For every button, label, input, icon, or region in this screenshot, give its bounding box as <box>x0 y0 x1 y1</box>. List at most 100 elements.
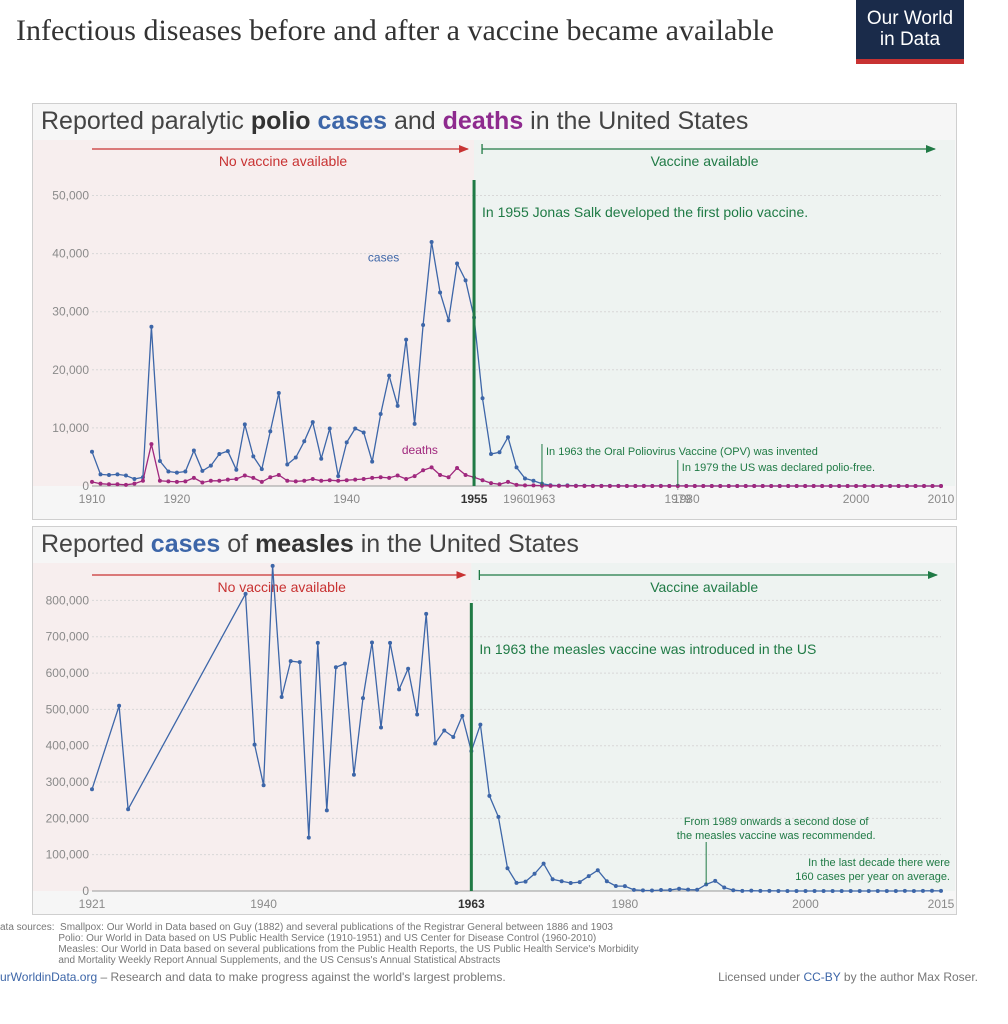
y-tick-label: 600,000 <box>46 666 90 680</box>
cases-data-point <box>541 861 546 866</box>
deaths-data-point <box>217 478 222 483</box>
deaths-data-point <box>633 483 638 488</box>
x-tick-label: 2000 <box>792 897 819 911</box>
x-tick-label: 2010 <box>928 492 955 506</box>
deaths-data-point <box>438 472 443 477</box>
cases-data-point <box>306 835 311 840</box>
second-dose-note-line-1: From 1989 onwards a second dose of <box>684 816 870 828</box>
title-part: Reported <box>41 530 151 558</box>
deaths-data-point <box>565 483 570 488</box>
cases-data-point <box>559 879 564 884</box>
no-vaccine-region <box>33 140 475 486</box>
cases-data-point <box>424 611 429 616</box>
cases-data-point <box>191 448 196 453</box>
cases-data-point <box>166 469 171 474</box>
cases-data-point <box>324 808 329 813</box>
cases-data-point <box>677 886 682 891</box>
cases-data-point <box>920 888 925 893</box>
data-sources: ata sources: Smallpox: Our World in Data… <box>0 922 639 966</box>
deaths-data-point <box>786 483 791 488</box>
cases-data-point <box>514 880 519 885</box>
deaths-data-point <box>98 481 103 486</box>
deaths-series-label: deaths <box>402 443 438 457</box>
deaths-data-point <box>497 482 502 487</box>
title-part-deaths: deaths <box>442 107 524 135</box>
cases-data-point <box>568 880 573 885</box>
deaths-data-point <box>378 475 383 480</box>
sources-line: Measles: Our World in Data based on seve… <box>0 944 639 955</box>
deaths-data-point <box>650 483 655 488</box>
cases-data-point <box>830 888 835 893</box>
deaths-data-point <box>412 474 417 479</box>
cc-by-link[interactable]: CC-BY <box>803 970 841 984</box>
cases-data-point <box>379 725 384 730</box>
deaths-data-point <box>531 483 536 488</box>
deaths-data-point <box>514 482 519 487</box>
deaths-data-point <box>191 475 196 480</box>
vaccine-region <box>474 140 955 486</box>
cases-data-point <box>157 459 162 464</box>
deaths-data-point <box>140 478 145 483</box>
deaths-data-point <box>132 481 137 486</box>
y-tick-label: 50,000 <box>52 188 89 202</box>
title-part: and <box>387 107 443 135</box>
cases-data-point <box>149 324 154 329</box>
deaths-data-point <box>336 478 341 483</box>
opv-note: In 1963 the Oral Poliovirus Vaccine (OPV… <box>546 446 818 458</box>
cases-data-point <box>929 888 934 893</box>
deaths-data-point <box>616 483 621 488</box>
cases-data-point <box>884 888 889 893</box>
cases-data-point <box>342 661 347 666</box>
x-tick-label: 1980 <box>612 897 639 911</box>
cases-data-point <box>333 665 338 670</box>
cases-data-point <box>695 887 700 892</box>
cases-data-point <box>429 239 434 244</box>
deaths-data-point <box>573 483 578 488</box>
cases-data-point <box>132 477 137 482</box>
deaths-data-point <box>395 473 400 478</box>
deaths-data-point <box>709 483 714 488</box>
deaths-data-point <box>692 483 697 488</box>
deaths-data-point <box>684 483 689 488</box>
owid-link[interactable]: urWorldinData.org <box>0 970 98 984</box>
second-dose-note-line-2: the measles vaccine was recommended. <box>677 830 876 842</box>
deaths-data-point <box>353 477 358 482</box>
polio-free-note: In 1979 the US was declared polio-free. <box>682 462 875 474</box>
cases-data-point <box>939 888 943 893</box>
deaths-data-point <box>480 478 485 483</box>
vaccine-available-label: Vaccine available <box>650 579 758 595</box>
cases-data-point <box>415 712 420 717</box>
x-tick-label: 1920 <box>164 492 191 506</box>
sources-line: Polio: Our World in Data based on US Pub… <box>0 933 597 944</box>
cases-data-point <box>649 888 654 893</box>
y-tick-label: 700,000 <box>46 630 90 644</box>
cases-data-point <box>433 741 438 746</box>
deaths-data-point <box>760 483 765 488</box>
vaccine-note: In 1963 the measles vaccine was introduc… <box>479 641 816 657</box>
last-decade-note-line-1: In the last decade there were <box>808 857 950 869</box>
deaths-data-point <box>582 483 587 488</box>
cases-data-point <box>640 888 645 893</box>
deaths-data-point <box>803 483 808 488</box>
deaths-data-point <box>302 478 307 483</box>
cases-data-point <box>404 337 409 342</box>
last-decade-note-line-2: 160 cases per year on average. <box>795 871 950 883</box>
cases-data-point <box>327 426 332 431</box>
title-part-polio: polio <box>250 107 311 135</box>
deaths-data-point <box>896 483 901 488</box>
x-tick-label: 1940 <box>250 897 277 911</box>
deaths-data-point <box>166 479 171 484</box>
cases-data-point <box>344 440 349 445</box>
x-tick-label: 1980 <box>673 492 700 506</box>
cases-data-point <box>505 866 510 871</box>
cases-data-point <box>412 421 417 426</box>
deaths-data-point <box>726 483 731 488</box>
title-part-cases: cases <box>150 530 221 558</box>
measles-panel-title: Reported cases of measles in the United … <box>41 530 579 559</box>
cases-data-point <box>336 474 341 479</box>
cases-data-point <box>234 467 239 472</box>
owid-logo[interactable]: Our World in Data <box>856 0 964 64</box>
deaths-data-point <box>522 483 527 488</box>
deaths-data-point <box>718 483 723 488</box>
cases-data-point <box>902 888 907 893</box>
